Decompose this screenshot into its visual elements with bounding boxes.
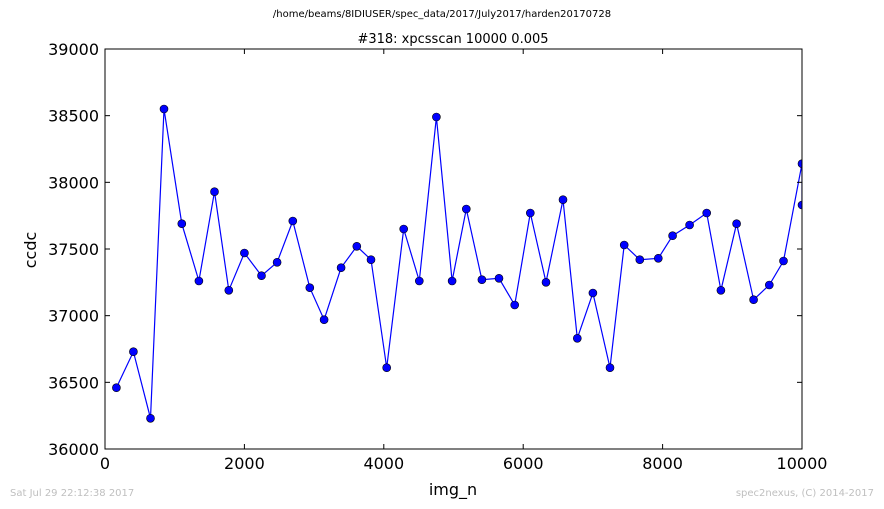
data-point xyxy=(112,383,121,393)
data-point xyxy=(588,288,598,298)
data-point xyxy=(240,248,249,258)
data-point xyxy=(432,112,441,122)
data-point xyxy=(461,204,471,214)
data-point xyxy=(194,276,204,286)
data-point xyxy=(797,159,802,168)
x-tick-label: 10000 xyxy=(777,454,828,473)
data-point xyxy=(685,220,694,230)
data-point xyxy=(129,347,138,357)
data-point xyxy=(272,257,282,267)
data-point xyxy=(447,276,457,286)
data-point xyxy=(159,104,169,114)
y-tick-label: 38000 xyxy=(48,173,99,192)
plot-frame xyxy=(104,48,803,450)
data-point xyxy=(146,413,155,423)
credit: spec2nexus, (C) 2014-2017 xyxy=(735,488,874,499)
data-point xyxy=(366,255,376,265)
data-point xyxy=(414,276,424,286)
data-point xyxy=(764,280,774,290)
data-point xyxy=(399,224,409,234)
data-point xyxy=(352,242,362,251)
data-point xyxy=(605,363,615,373)
series-group xyxy=(112,104,802,423)
data-point xyxy=(525,208,535,218)
data-point xyxy=(305,283,315,293)
data-point xyxy=(732,219,741,228)
data-point xyxy=(749,295,758,305)
data-point xyxy=(382,363,392,373)
y-tick-label: 37000 xyxy=(48,307,99,326)
y-axis-label: ccdc xyxy=(21,232,40,269)
chart-title: #318: xpcsscan 10000 0.005 xyxy=(357,32,548,47)
data-point xyxy=(572,333,582,343)
data-point xyxy=(494,273,504,283)
y-tick-label: 37500 xyxy=(48,240,99,259)
data-point xyxy=(510,300,520,310)
data-point xyxy=(210,187,219,196)
y-tick-label: 38500 xyxy=(48,107,99,126)
y-tick-label: 39000 xyxy=(48,40,99,59)
y-tick-label: 36000 xyxy=(48,440,99,459)
file-path-title: /home/beams/8IDIUSER/spec_data/2017/July… xyxy=(272,9,612,20)
data-point xyxy=(635,255,645,265)
data-point xyxy=(797,200,802,210)
x-tick-label: 8000 xyxy=(642,454,683,473)
data-point xyxy=(257,271,266,281)
data-point xyxy=(541,277,551,287)
data-point xyxy=(668,231,677,240)
data-point xyxy=(716,285,726,295)
data-point xyxy=(319,315,329,325)
x-tick-label: 6000 xyxy=(503,454,544,473)
data-point xyxy=(336,263,346,273)
data-point xyxy=(779,256,788,266)
data-point xyxy=(224,285,234,295)
data-point xyxy=(653,253,663,263)
data-point xyxy=(288,216,298,226)
data-point xyxy=(558,195,568,204)
y-tick-label: 36500 xyxy=(48,373,99,392)
x-tick-label: 0 xyxy=(100,454,110,473)
data-point xyxy=(702,208,712,218)
series-line xyxy=(115,108,802,419)
data-point xyxy=(619,240,629,250)
x-tick-label: 4000 xyxy=(363,454,404,473)
data-point xyxy=(477,275,487,285)
x-axis-label: img_n xyxy=(429,480,477,500)
data-point xyxy=(177,219,187,228)
timestamp: Sat Jul 29 22:12:38 2017 xyxy=(10,488,135,499)
x-tick-label: 2000 xyxy=(224,454,265,473)
